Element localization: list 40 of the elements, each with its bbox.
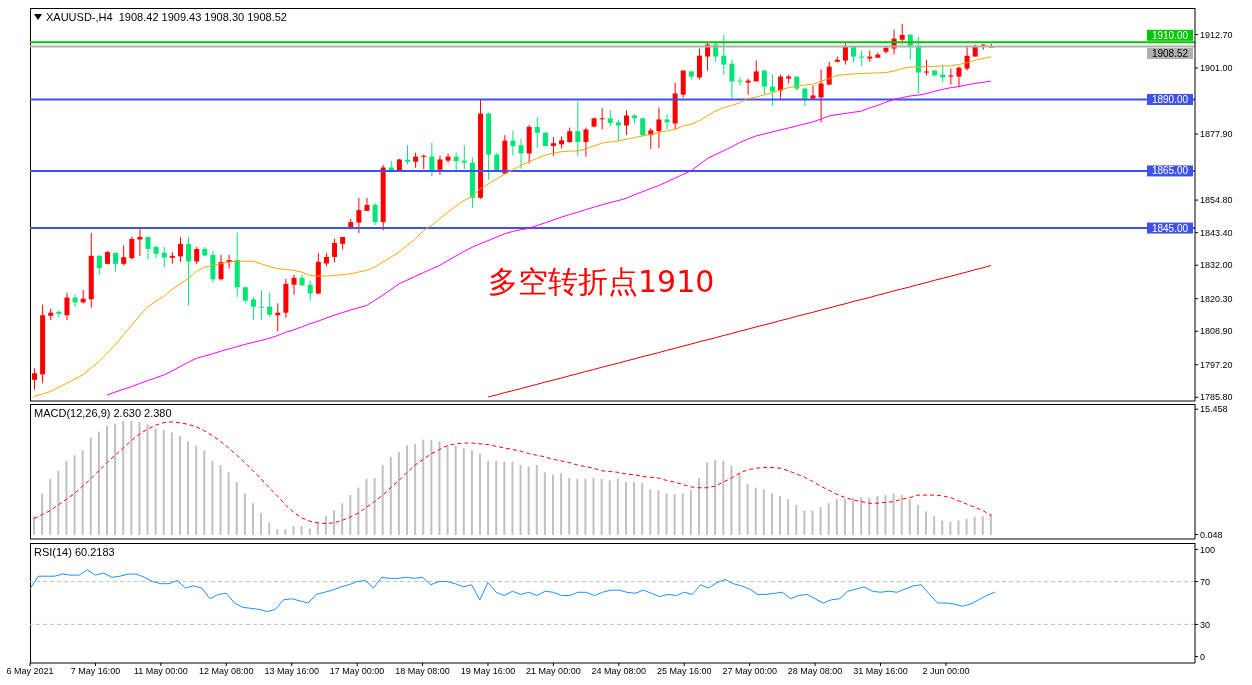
ref-line-label: 1890.00 (1151, 93, 1189, 105)
x-tick-label: 7 May 16:00 (70, 666, 121, 677)
y-tick-label: 1854.80 (1200, 195, 1233, 206)
x-tick-label: 17 May 00:00 (329, 666, 385, 677)
y-tick-label: 0 (1200, 651, 1206, 662)
ref-line-label: 1910.00 (1151, 29, 1189, 41)
x-tick-label: 27 May 00:00 (722, 666, 777, 677)
x-tick-label: 25 May 16:00 (656, 666, 712, 677)
x-tick-label: 19 May 16:00 (460, 666, 516, 677)
x-tick-label: 6 May 2021 (6, 666, 54, 677)
x-tick-label: 28 May 08:00 (787, 666, 843, 677)
y-tick-label: 1832.00 (1200, 260, 1233, 271)
y-tick-label: 1912.70 (1200, 29, 1233, 40)
chart-title: RSI(14) 60.2183 (34, 546, 115, 558)
y-tick-label: 70 (1200, 576, 1211, 587)
y-tick-label: 1785.80 (1200, 392, 1233, 403)
y-tick-label: 0.048 (1200, 529, 1223, 540)
chart-title: MACD(12,26,9) 2.630 2.380 (34, 407, 172, 419)
y-tick-label: 15.458 (1200, 404, 1228, 415)
x-tick-label: 2 Jun 00:00 (922, 666, 970, 677)
y-tick-label: 1901.00 (1200, 63, 1233, 74)
ref-line-label: 1865.00 (1151, 165, 1189, 177)
ref-line-label: 1908.52 (1151, 48, 1189, 60)
annotation: 多空转折点1910 (488, 263, 715, 301)
y-tick-label: 1877.90 (1200, 129, 1233, 140)
chart-title: XAUUSD-,H4 1908.42 1909.43 1908.30 1908.52 (46, 11, 287, 23)
x-tick-label: 12 May 08:00 (199, 666, 254, 677)
x-tick-label: 21 May 00:00 (526, 666, 581, 677)
y-tick-label: 1808.90 (1200, 326, 1233, 337)
x-tick-label: 31 May 16:00 (853, 666, 908, 677)
y-tick-label: 1797.20 (1200, 359, 1233, 370)
y-tick-label: 1820.30 (1200, 293, 1233, 304)
y-tick-label: 100 (1200, 544, 1216, 555)
x-tick-label: 13 May 16:00 (264, 666, 319, 677)
x-tick-label: 11 May 00:00 (133, 666, 188, 677)
x-tick-label: 24 May 08:00 (591, 666, 647, 677)
x-tick-label: 18 May 08:00 (395, 666, 450, 677)
y-tick-label: 1843.40 (1200, 227, 1233, 238)
ref-line-label: 1845.00 (1151, 222, 1189, 234)
y-tick-label: 30 (1200, 619, 1211, 630)
